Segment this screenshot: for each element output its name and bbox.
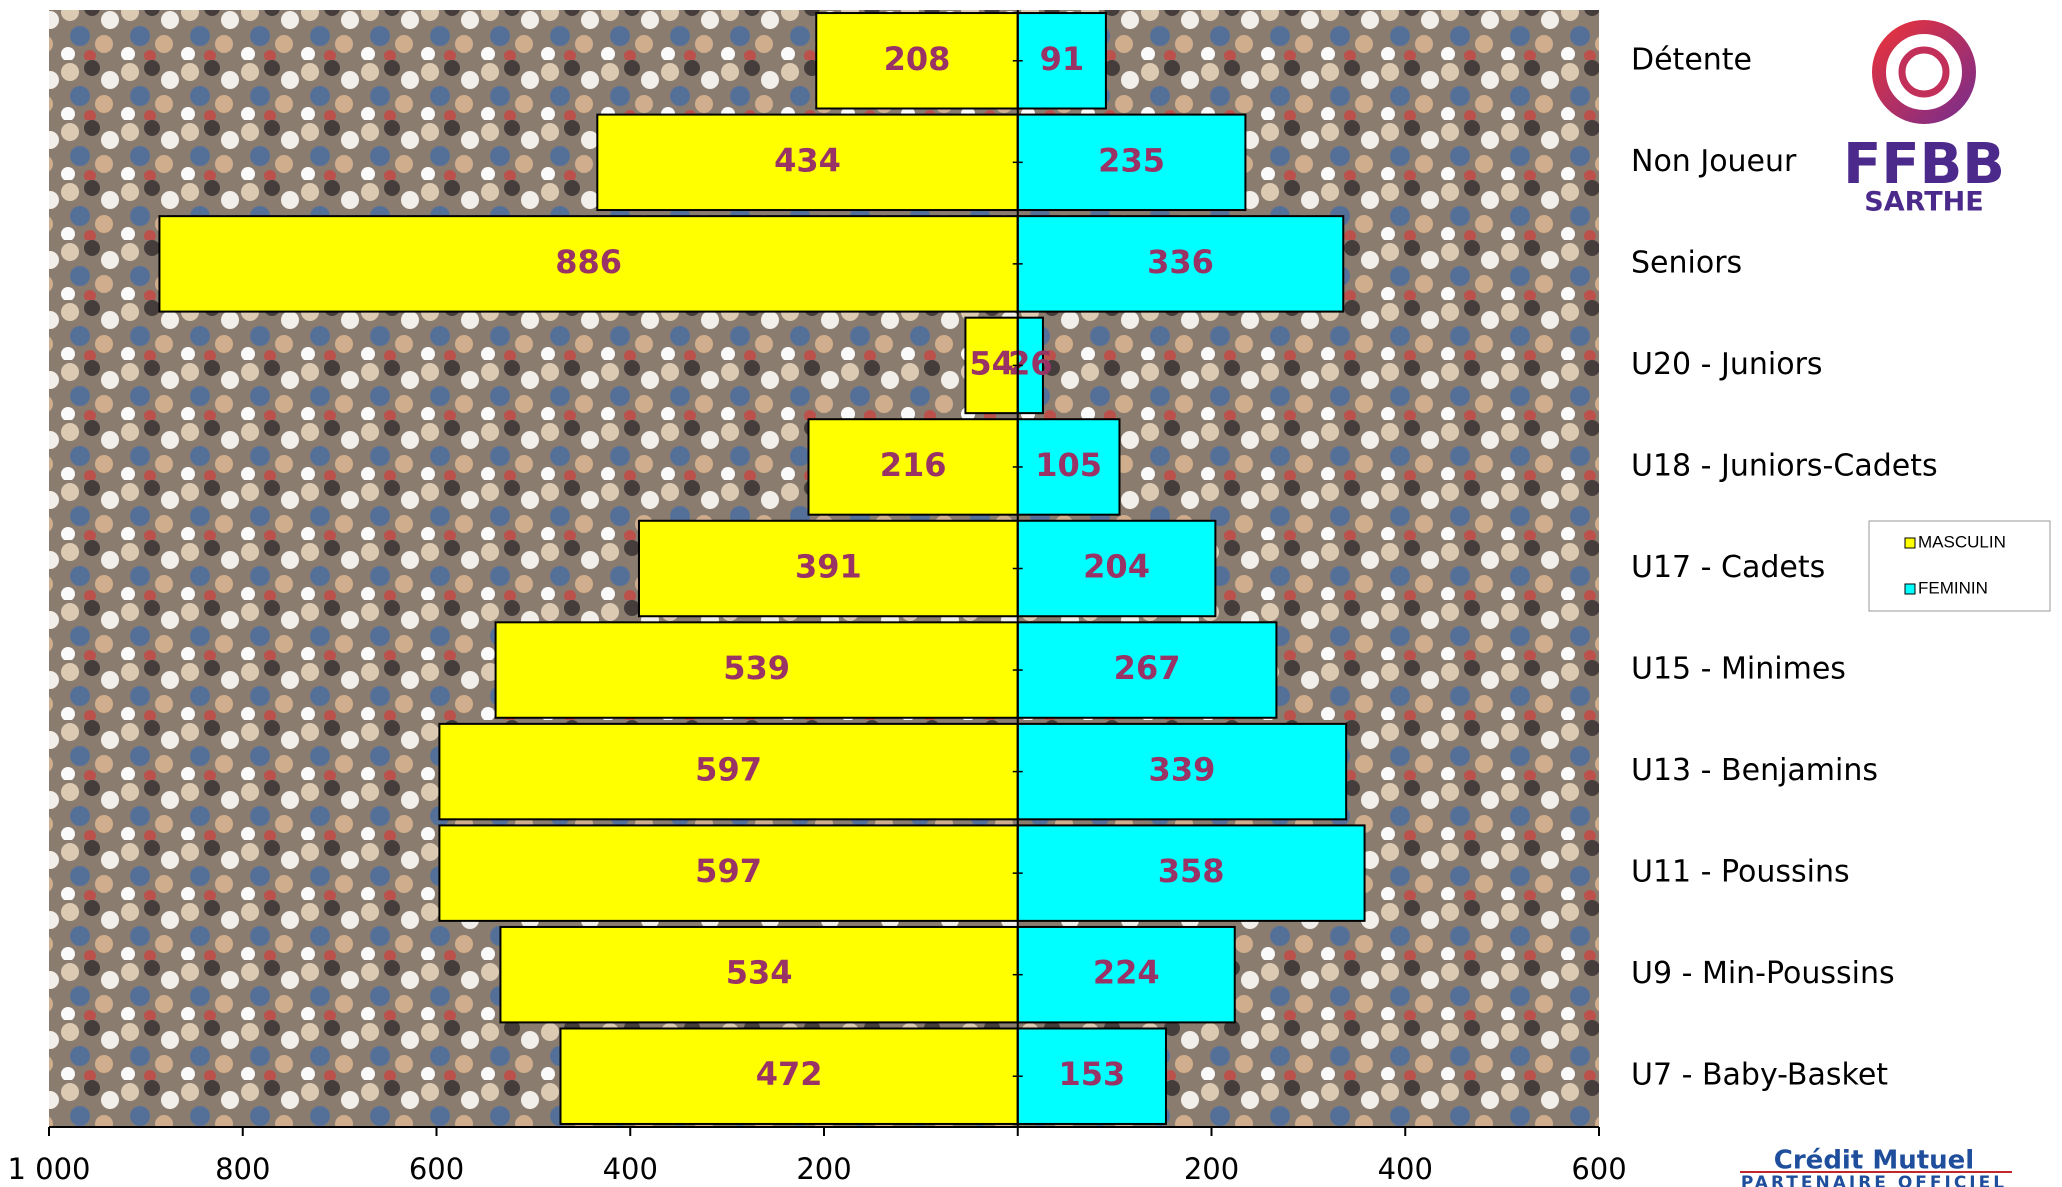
- logo-text: FFBB: [1843, 132, 2005, 197]
- bar: [438, 824, 1019, 922]
- value-label: 339: [1149, 751, 1216, 789]
- logo-ball: [1898, 46, 1950, 98]
- value-label: 26: [1008, 344, 1053, 382]
- value-label: 336: [1147, 243, 1214, 281]
- x-tick-label: 600: [1571, 1152, 1626, 1186]
- bar: [1016, 113, 1247, 212]
- category-label: U20 - Juniors: [1631, 347, 1823, 382]
- bar: [1016, 824, 1366, 922]
- value-label: 597: [695, 852, 762, 890]
- bar: [1016, 621, 1278, 719]
- x-tick-label: 800: [215, 1152, 270, 1186]
- x-tick-label: 400: [603, 1152, 658, 1186]
- logo-region: SARTHE: [1864, 187, 1983, 218]
- value-label: 105: [1035, 446, 1102, 484]
- sponsor-name: Crédit Mutuel: [1774, 1146, 1974, 1176]
- bar: [815, 12, 1019, 110]
- category-label: U18 - Juniors-Cadets: [1631, 448, 1938, 483]
- ffbb-logo: FFBB SARTHE: [1843, 20, 2005, 218]
- bar: [559, 1027, 1019, 1125]
- x-tick-label: 200: [796, 1152, 851, 1186]
- bar: [499, 925, 1019, 1024]
- value-label: 472: [756, 1055, 823, 1093]
- bar: [1016, 925, 1236, 1024]
- value-label: 224: [1093, 954, 1160, 992]
- value-label: 235: [1098, 141, 1165, 179]
- value-label: 886: [555, 243, 622, 281]
- category-label: U13 - Benjamins: [1631, 753, 1878, 788]
- value-label: 391: [795, 548, 862, 586]
- legend-box: [1868, 520, 2051, 612]
- category-label: U17 - Cadets: [1631, 550, 1825, 585]
- value-label: 54: [969, 344, 1014, 382]
- bar: [807, 418, 1019, 516]
- category-label: Non Joueur: [1631, 144, 1797, 179]
- x-tick-label: 600: [409, 1152, 464, 1186]
- bar: [1016, 418, 1121, 516]
- value-label: 216: [880, 446, 947, 484]
- legend-label: FEMININ: [1918, 578, 1988, 597]
- category-label: U11 - Poussins: [1631, 855, 1850, 890]
- bar: [596, 113, 1019, 212]
- bar: [494, 621, 1019, 719]
- category-label: U15 - Minimes: [1631, 652, 1846, 687]
- bar: [964, 316, 1019, 415]
- category-label: Seniors: [1631, 245, 1742, 280]
- value-label: 204: [1083, 548, 1150, 586]
- value-label: 539: [723, 649, 790, 687]
- x-tick-label: 1 000: [7, 1152, 90, 1186]
- category-label: U9 - Min-Poussins: [1631, 956, 1895, 991]
- x-tick-label: 400: [1378, 1152, 1433, 1186]
- value-label: 434: [774, 141, 841, 179]
- value-label: 153: [1058, 1055, 1125, 1093]
- value-label: 358: [1158, 852, 1225, 890]
- bar: [1016, 215, 1345, 313]
- sponsor-tagline: PARTENAIRE OFFICIEL: [1741, 1173, 2007, 1187]
- bar: [1016, 1027, 1167, 1125]
- legend-swatch: [1904, 583, 1916, 595]
- sponsor: Crédit Mutuel PARTENAIRE OFFICIEL: [1740, 1146, 2012, 1187]
- value-label: 597: [695, 751, 762, 789]
- category-label: U7 - Baby-Basket: [1631, 1058, 1888, 1093]
- x-tick-label: 200: [1184, 1152, 1239, 1186]
- category-label: Détente: [1631, 42, 1752, 77]
- bar: [1016, 722, 1348, 821]
- bar: [637, 519, 1019, 618]
- legend-swatch: [1904, 537, 1916, 549]
- value-label: 208: [884, 40, 951, 78]
- value-label: 534: [726, 954, 793, 992]
- value-label: 267: [1114, 649, 1181, 687]
- value-label: 91: [1040, 40, 1085, 78]
- logo-ring: [1872, 20, 1976, 124]
- legend-label: MASCULIN: [1918, 532, 2006, 551]
